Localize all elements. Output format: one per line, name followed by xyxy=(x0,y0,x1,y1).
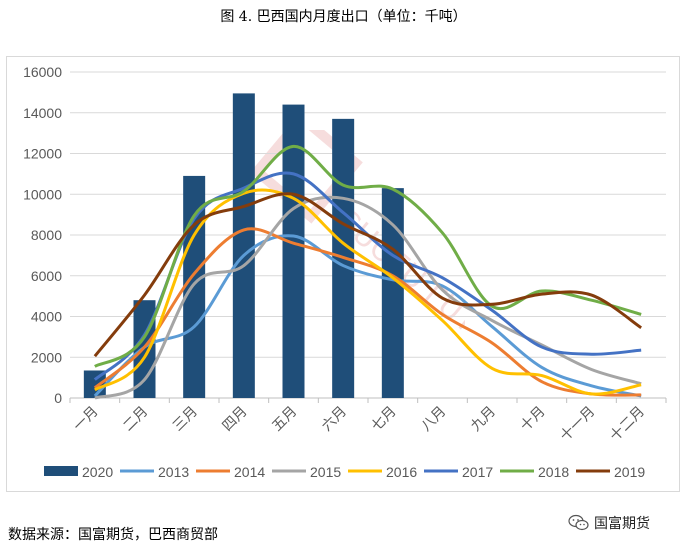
x-tick-label: 七月 xyxy=(369,404,400,435)
x-tick-label: 一月 xyxy=(71,404,102,435)
x-tick-label: 四月 xyxy=(220,404,251,435)
y-tick-label: 8000 xyxy=(31,227,62,243)
y-tick-label: 10000 xyxy=(23,186,62,202)
legend-label-2013: 2013 xyxy=(158,464,189,480)
x-tick-label: 六月 xyxy=(319,404,350,435)
brand-name: 国富期货 xyxy=(594,516,650,532)
legend-label-2020: 2020 xyxy=(82,464,113,480)
y-tick-label: 12000 xyxy=(23,146,62,162)
series-line-2013 xyxy=(93,234,642,398)
x-tick-label: 十二月 xyxy=(607,404,648,445)
legend-label-2017: 2017 xyxy=(462,464,493,480)
y-tick-label: 16000 xyxy=(23,64,62,80)
bar-2020 xyxy=(232,93,255,399)
wechat-icon xyxy=(568,514,589,531)
x-tick-label: 八月 xyxy=(418,404,449,435)
chart-frame xyxy=(6,56,680,492)
source-note: 数据来源：国富期货，巴西商贸部 xyxy=(8,527,218,543)
legend-label-2018: 2018 xyxy=(538,464,569,480)
legend-label-2015: 2015 xyxy=(310,464,341,480)
x-tick-label: 十一月 xyxy=(557,404,598,445)
legend-swatch-2020 xyxy=(44,466,78,476)
x-tick-label: 二月 xyxy=(120,404,151,435)
brand: 国富期货 xyxy=(568,513,650,533)
x-tick-label: 三月 xyxy=(170,404,201,435)
y-tick-label: 2000 xyxy=(31,349,62,365)
series-line-2015 xyxy=(94,195,642,400)
bar-2020 xyxy=(282,104,305,398)
y-tick-label: 14000 xyxy=(23,105,62,121)
bar-2020 xyxy=(381,188,404,398)
y-tick-label: 4000 xyxy=(31,309,62,325)
y-tick-label: 6000 xyxy=(31,268,62,284)
x-tick-label: 五月 xyxy=(269,404,300,435)
series-line-2014 xyxy=(93,227,642,397)
series-line-2018 xyxy=(94,144,642,368)
x-tick-label: 十月 xyxy=(518,404,549,435)
series-line-2016 xyxy=(94,188,642,396)
legend-label-2014: 2014 xyxy=(234,464,265,480)
series-line-2019 xyxy=(93,192,643,358)
y-tick-label: 0 xyxy=(54,390,62,406)
legend-label-2016: 2016 xyxy=(386,464,417,480)
chart-title: 图 4. 巴西国内月度出口（单位：千吨） xyxy=(220,9,467,25)
x-tick-label: 九月 xyxy=(468,404,499,435)
legend-label-2019: 2019 xyxy=(614,464,645,480)
